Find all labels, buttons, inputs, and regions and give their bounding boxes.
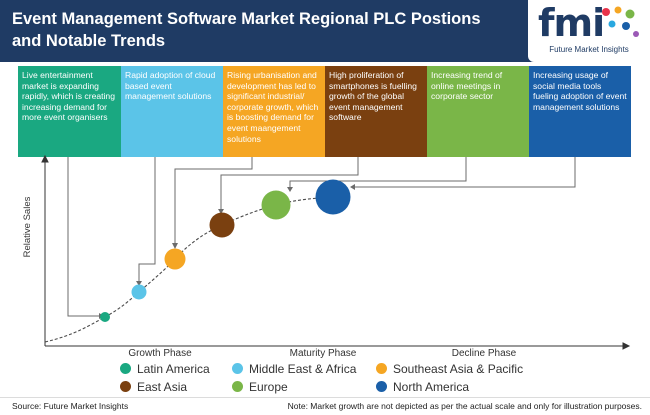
y-axis-arrow [41, 154, 49, 163]
legend-dot [376, 381, 387, 392]
legend-dot [120, 381, 131, 392]
legend-item-east-asia: East Asia [120, 379, 187, 395]
logo-dot [602, 8, 610, 16]
bubble-europe [261, 190, 291, 220]
phase-maturity: Maturity Phase [289, 348, 357, 359]
trend-box-southeast-asia-pacific: Rising urbanisation and development has … [223, 66, 325, 157]
arrowhead-east-asia [218, 209, 224, 214]
logo: fmi Future Market Insights [528, 0, 650, 62]
trend-box-north-america: Increasing usage of social media tools f… [529, 66, 631, 157]
trend-box-middle-east-africa: Rapid adoption of cloud based event mana… [121, 66, 223, 157]
trend-text: Live entertainment market is expanding r… [22, 70, 115, 123]
axes [41, 154, 631, 350]
trend-text: Increasing trend of online meetings in c… [431, 70, 503, 102]
legend-item-southeast-asia-pacific: Southeast Asia & Pacific [376, 361, 523, 377]
trend-box-east-asia: High proliferation of smartphones is fue… [325, 66, 427, 157]
logo-dot [622, 22, 630, 30]
legend-dot [232, 363, 243, 374]
trend-text: Rising urbanisation and development has … [227, 70, 319, 144]
connector-east-asia [220, 157, 359, 213]
trend-box-europe: Increasing trend of online meetings in c… [427, 66, 529, 157]
footer-note: Note: Market growth are not depicted as … [287, 401, 642, 411]
legend-label: Latin America [137, 362, 210, 376]
legend-item-north-america: North America [376, 379, 469, 395]
arrowhead-southeast-asia-pacific [172, 243, 178, 249]
legend-label: Southeast Asia & Pacific [393, 362, 524, 376]
trend-text: Rapid adoption of cloud based event mana… [125, 70, 216, 102]
bubble-latin-america [100, 312, 110, 322]
logo-dot [633, 31, 639, 37]
legend-dot [376, 363, 387, 374]
trend-text: High proliferation of smartphones is fue… [329, 70, 417, 123]
legend-dot [120, 363, 131, 374]
legend-item-latin-america: Latin America [120, 361, 210, 377]
logo-dots-icon [602, 6, 639, 37]
arrowhead-middle-east-africa [136, 281, 142, 286]
legend-item-middle-east-africa: Middle East & Africa [232, 361, 356, 377]
connector-southeast-asia-pacific [174, 157, 253, 247]
legend-label: Europe [249, 380, 288, 394]
page-title: Event Management Software Market Regiona… [12, 10, 481, 50]
bubble-southeast-asia-pacific [164, 248, 186, 270]
logo-dot [625, 9, 635, 19]
header-banner: Event Management Software Market Regiona… [0, 0, 650, 62]
bubble-north-america [315, 179, 351, 215]
trend-text: Increasing usage of social media tools f… [533, 70, 627, 112]
legend-label: Middle East & Africa [249, 362, 357, 376]
logo-dot [614, 6, 622, 14]
footer: Source: Future Market Insights Note: Mar… [0, 397, 650, 415]
bubble-middle-east-africa [131, 284, 147, 300]
connector-lines [67, 157, 576, 317]
phase-growth: Growth Phase [128, 348, 192, 359]
x-axis-arrow [622, 342, 631, 350]
logo-wordmark: fmi [538, 1, 605, 45]
legend-item-europe: Europe [232, 379, 288, 395]
logo-dot [608, 20, 616, 28]
region-bubbles [100, 179, 351, 322]
legend-label: North America [393, 380, 470, 394]
arrowhead-europe [287, 187, 293, 192]
bubble-east-asia [209, 212, 235, 238]
trend-boxes: Live entertainment market is expanding r… [18, 66, 631, 157]
legend-label: East Asia [137, 380, 188, 394]
connector-middle-east-africa [138, 157, 156, 285]
legend: Latin America Middle East & Africa South… [0, 361, 650, 397]
trend-box-latin-america: Live entertainment market is expanding r… [18, 66, 121, 157]
connector-latin-america [67, 157, 99, 317]
connector-europe [289, 157, 467, 191]
plc-curve [44, 196, 334, 343]
phase-decline: Decline Phase [451, 348, 517, 359]
legend-dot [232, 381, 243, 392]
logo-tagline: Future Market Insights [549, 45, 629, 54]
footer-source: Source: Future Market Insights [12, 401, 129, 411]
y-axis-label: Relative Sales [22, 196, 33, 258]
connector-north-america [351, 157, 576, 188]
arrowhead-north-america [350, 184, 355, 190]
